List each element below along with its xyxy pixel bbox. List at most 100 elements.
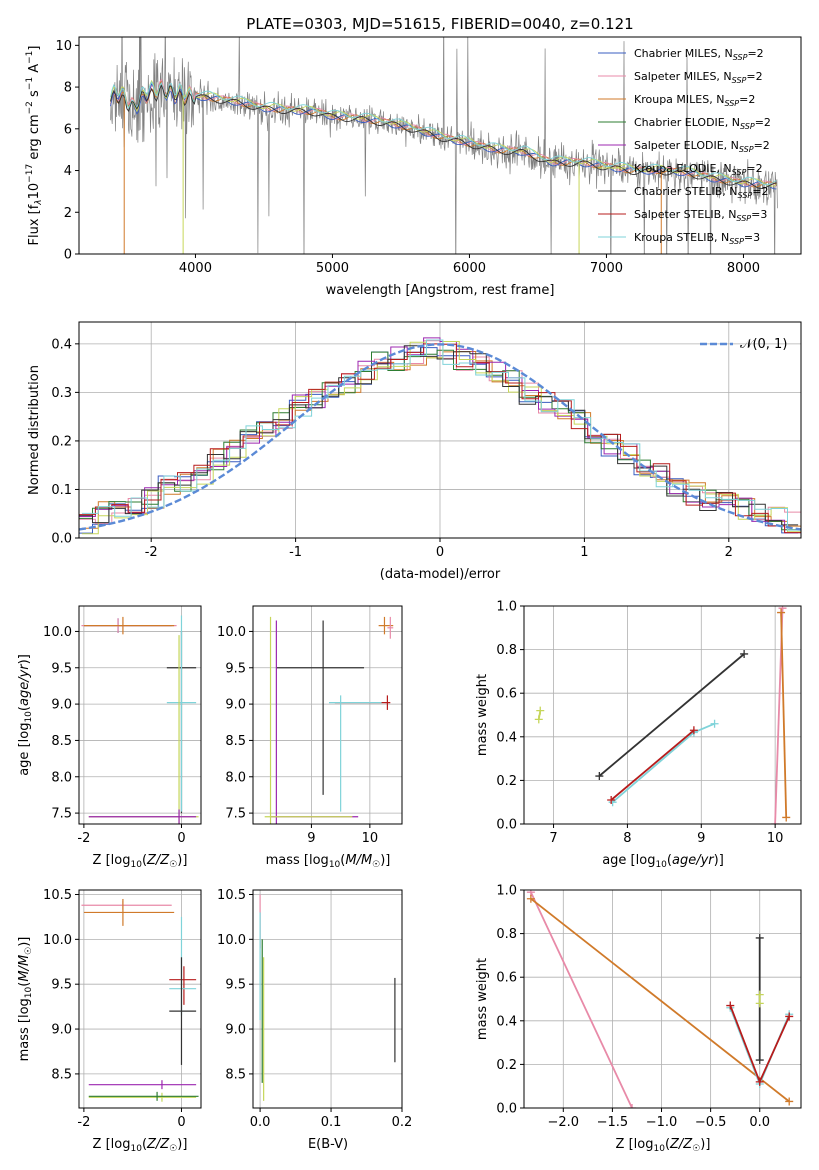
weight-marker (607, 796, 616, 805)
y-tick-label: 8 (64, 81, 72, 96)
spectrum-axes: 4000 5000 6000 7000 8000 0 2 4 6 8 10 (55, 39, 760, 276)
x-tick-label: −1.0 (646, 1115, 678, 1130)
weight-line (530, 891, 633, 1108)
y-axis-label: age [log10(age/yr)] (17, 654, 34, 776)
weight-marker (785, 1012, 794, 1021)
weight-marker (534, 715, 543, 724)
spectrum-frame (78, 36, 802, 255)
weight-vs-age-frame (523, 605, 802, 825)
y-tick-label: 0.4 (496, 1014, 517, 1029)
y-tick-label: 9.5 (225, 978, 246, 993)
x-tick-label: −2.0 (548, 1115, 580, 1130)
x-tick-label: 0.0 (250, 1115, 271, 1130)
model-line (110, 84, 777, 190)
weight-vs-Z-lines (526, 890, 794, 1108)
x-tick-label: 2 (725, 545, 733, 560)
weight-marker (755, 933, 764, 942)
weight-line (598, 653, 745, 777)
weight-marker (755, 990, 764, 999)
y-tick-label: 0.0 (51, 532, 72, 547)
y-tick-label: 8.0 (51, 770, 72, 785)
y-tick-label: 0.0 (496, 818, 517, 833)
y-axis-label: mass [log10(M/M☉)] (17, 937, 34, 1062)
legend-label: Chabrier STELIB, NSSP=2 (634, 185, 768, 200)
weight-marker (755, 1056, 764, 1065)
y-tick-label: 0.3 (51, 386, 72, 401)
model-line (110, 79, 777, 187)
mass-vs-Z-points (81, 898, 199, 1102)
spectrum-data-line (110, 37, 778, 254)
y-tick-label: 2 (64, 206, 72, 221)
legend-label: 𝒩(0, 1) (740, 337, 787, 352)
histogram-series (79, 349, 799, 531)
y-tick-label: 9.0 (225, 698, 246, 713)
x-axis-label: Z [log10(Z/Z☉)] (616, 1137, 711, 1154)
y-tick-label: 4 (64, 164, 72, 179)
weight-marker (710, 719, 719, 728)
y-tick-label: 9.0 (225, 1023, 246, 1038)
y-tick-label: 8.5 (51, 734, 72, 749)
weight-line (610, 729, 695, 801)
weight-marker (595, 772, 604, 781)
x-tick-label: 5000 (316, 261, 349, 276)
y-tick-label: 0.1 (51, 483, 72, 498)
spectrum-legend: Chabrier MILES, NSSP=2 Salpeter MILES, NS… (598, 47, 771, 246)
x-tick-label: 7 (549, 831, 557, 846)
y-tick-label: 8.5 (225, 1067, 246, 1082)
legend-label: Kroupa STELIB, NSSP=3 (634, 231, 760, 246)
x-tick-label: 8000 (727, 261, 760, 276)
x-axis-label: E(B-V) (308, 1137, 348, 1152)
weight-marker (777, 608, 786, 617)
x-axis-label: Z [log10(Z/Z☉)] (93, 853, 188, 870)
x-tick-label: 6000 (453, 261, 486, 276)
y-tick-label: 10.5 (43, 888, 72, 903)
y-tick-label: 9.0 (51, 698, 72, 713)
weight-marker (785, 1097, 794, 1106)
age-vs-mass-axes: 9 10 7.5 8.0 8.5 9.0 9.5 10.0 (217, 606, 402, 846)
weight-vs-age-lines (534, 606, 791, 824)
y-tick-label: 8.5 (225, 734, 246, 749)
x-tick-label: 1 (580, 545, 588, 560)
y-tick-label: 0.0 (496, 1102, 517, 1117)
legend-label: Kroupa MILES, NSSP=2 (634, 93, 755, 108)
x-tick-label: 8 (623, 831, 631, 846)
y-tick-label: 0.2 (51, 434, 72, 449)
weight-marker (536, 706, 545, 715)
x-tick-label: 7000 (590, 261, 623, 276)
x-tick-label: 9 (307, 831, 315, 846)
legend-label: Chabrier MILES, NSSP=2 (634, 47, 764, 62)
x-tick-label: 0 (177, 1115, 185, 1130)
x-axis-label: Z [log10(Z/Z☉)] (93, 1137, 188, 1154)
legend-label: Kroupa ELODIE, NSSP=2 (634, 162, 763, 177)
mass-vs-ebv-points (259, 894, 396, 1101)
weight-marker (689, 726, 698, 735)
age-vs-mass-points (264, 616, 394, 824)
legend-label: Salpeter MILES, NSSP=2 (634, 70, 763, 85)
weight-marker (726, 1001, 735, 1010)
y-tick-label: 0.2 (496, 1058, 517, 1073)
y-tick-label: 10.0 (217, 625, 246, 640)
age-vs-Z-axes: -2 0 7.5 8.0 8.5 9.0 9.5 10.0 (43, 606, 201, 846)
y-tick-label: 10 (55, 39, 72, 54)
x-axis-label: wavelength [Angstrom, rest frame] (326, 283, 555, 298)
x-tick-label: 9 (697, 831, 705, 846)
model-line (110, 80, 777, 186)
y-tick-label: 7.5 (225, 807, 246, 822)
normal-curve (79, 343, 801, 531)
x-tick-label: 0.0 (749, 1115, 770, 1130)
x-tick-label: -2 (145, 545, 158, 560)
y-tick-label: 0.8 (496, 643, 517, 658)
legend-label: Salpeter ELODIE, NSSP=2 (634, 139, 770, 154)
y-axis-label: mass weight (475, 674, 490, 756)
x-tick-label: 4000 (179, 261, 212, 276)
legend-label: Salpeter STELIB, NSSP=3 (634, 208, 767, 223)
y-tick-label: 7.5 (51, 807, 72, 822)
y-axis-label: Normed distribution (27, 365, 42, 495)
weight-line (530, 897, 790, 1103)
histogram-series (79, 345, 799, 526)
y-tick-label: 10.0 (43, 933, 72, 948)
y-tick-label: 10.0 (43, 625, 72, 640)
weight-marker (778, 606, 787, 613)
x-axis-label: mass [log10(M/M☉)] (266, 853, 391, 870)
